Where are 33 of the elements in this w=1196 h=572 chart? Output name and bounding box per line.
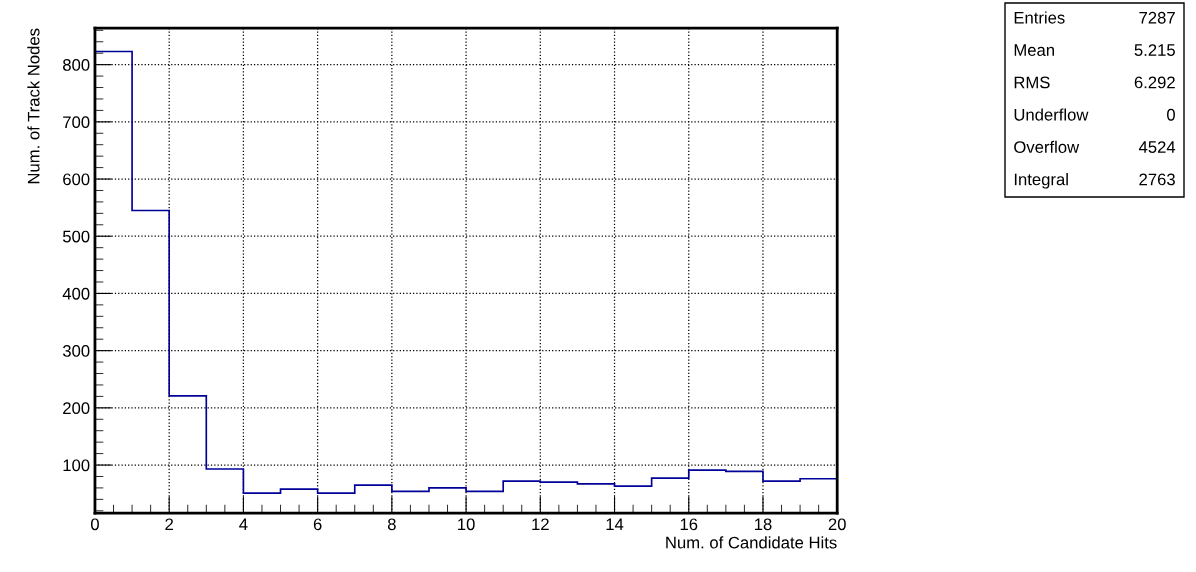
text: Entries: [1014, 11, 1065, 24]
x-tick-label: 16: [680, 518, 698, 531]
y-tick-label: 600: [63, 173, 90, 186]
y-tick-label: 300: [62, 345, 90, 357]
text: 7287: [1139, 11, 1175, 24]
y-tick-label: 100: [63, 459, 90, 472]
text: 5.215: [1134, 44, 1175, 56]
y-tick-label: 200: [63, 402, 90, 415]
text: 6.292: [1134, 76, 1175, 89]
x-tick-label: 0: [90, 518, 99, 531]
text: RMS: [1014, 76, 1050, 89]
text: Mean: [1014, 44, 1054, 56]
text: Overflow: [1014, 140, 1080, 153]
y-tick-label: 400: [62, 287, 90, 300]
x-tick-label: 12: [532, 518, 549, 531]
text: 4524: [1138, 141, 1176, 153]
text: Integral: [1014, 173, 1068, 189]
y-axis-title: Num. of Track Nodes: [27, 28, 40, 184]
x-tick-label: 18: [754, 518, 772, 531]
y-tick-label: 700: [63, 116, 90, 129]
text: 0: [1167, 108, 1175, 121]
x-tick-label: 20: [828, 518, 846, 531]
text: 2763: [1139, 173, 1175, 186]
y-tick-label: 500: [62, 230, 90, 243]
x-axis-title: Num. of Candidate Hits: [666, 536, 837, 549]
x-tick-label: 2: [165, 518, 173, 531]
x-tick-label: 6: [313, 518, 322, 531]
x-tick-label: 4: [239, 518, 248, 531]
text: Underflow: [1014, 108, 1089, 121]
x-tick-label: 8: [387, 518, 396, 531]
y-tick-label: 800: [63, 59, 90, 71]
x-tick-label: 14: [606, 518, 624, 531]
x-tick-label: 10: [458, 518, 475, 531]
